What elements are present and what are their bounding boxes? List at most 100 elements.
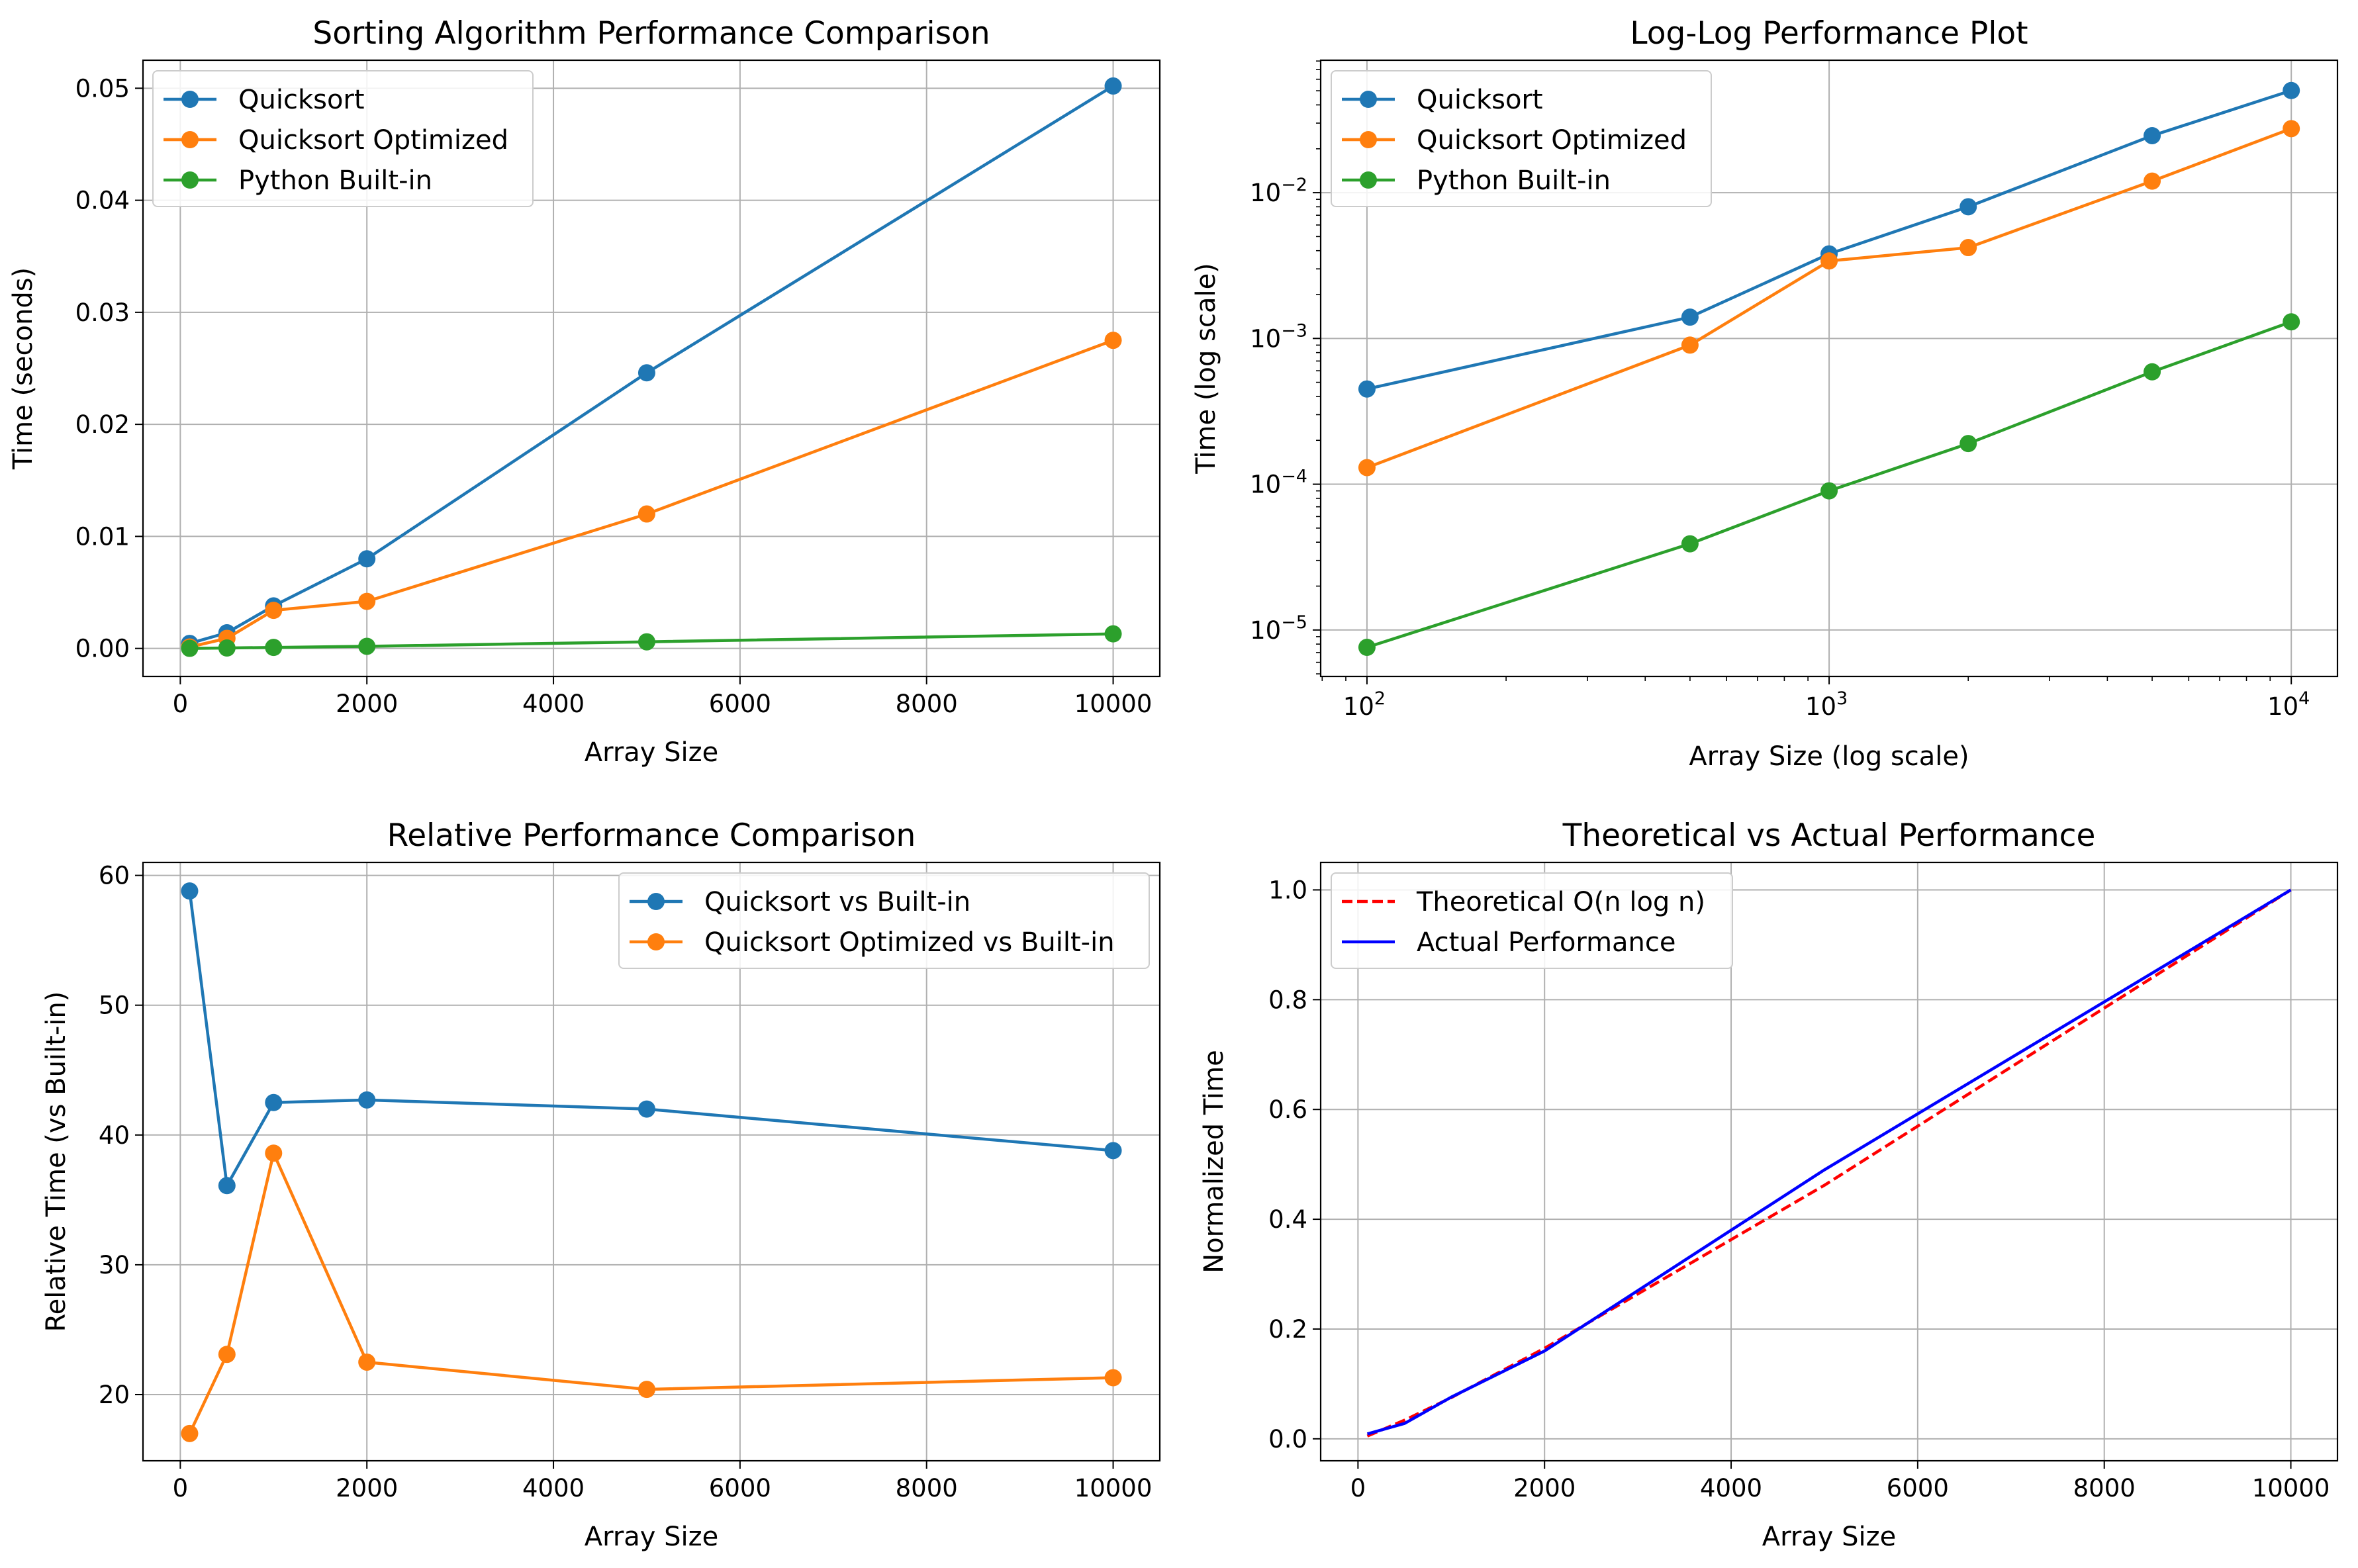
axes-frame bbox=[1319, 59, 2339, 678]
plot-area bbox=[181, 882, 1122, 1442]
x-tick-label: 104 bbox=[2267, 688, 2310, 721]
data-point bbox=[1681, 308, 1699, 326]
x-tick-label: 4000 bbox=[1700, 1474, 1762, 1502]
y-tick-label: 0.0 bbox=[1268, 1425, 1307, 1453]
data-point bbox=[358, 1091, 376, 1109]
data-point bbox=[181, 1424, 199, 1442]
series-line-2 bbox=[188, 1152, 1113, 1434]
data-point bbox=[358, 550, 376, 568]
x-tick-label: 8000 bbox=[2073, 1474, 2136, 1502]
data-point bbox=[1959, 198, 1977, 216]
data-point bbox=[637, 1100, 655, 1118]
y-tick-exponent: −5 bbox=[1281, 612, 1307, 633]
legend-label-2: Quicksort Optimized bbox=[238, 125, 508, 156]
data-point bbox=[1681, 336, 1699, 354]
data-point bbox=[637, 505, 655, 523]
x-tick-exponent: 4 bbox=[2298, 688, 2310, 709]
legend-label-2: Quicksort Optimized bbox=[1417, 125, 1687, 156]
x-tick-label: 0 bbox=[173, 690, 189, 718]
legend-marker-3 bbox=[181, 171, 199, 189]
y-tick-base: 10 bbox=[1250, 471, 1281, 499]
y-tick-label: 1.0 bbox=[1268, 876, 1307, 904]
x-tick-label: 6000 bbox=[709, 690, 771, 718]
x-tick-label: 8000 bbox=[896, 1474, 958, 1502]
y-tick-label: 60 bbox=[99, 862, 130, 890]
data-point bbox=[358, 592, 376, 610]
y-tick-label: 0.4 bbox=[1268, 1205, 1307, 1234]
legend-label-1: Theoretical O(n log n) bbox=[1416, 887, 1705, 917]
legend-label-1: Quicksort bbox=[238, 85, 365, 115]
y-tick-label: 50 bbox=[99, 992, 130, 1020]
y-axis-label: Relative Time (vs Built-in) bbox=[41, 992, 71, 1332]
y-tick-label: 20 bbox=[99, 1381, 130, 1409]
series-line-1 bbox=[188, 890, 1113, 1187]
x-tick-label: 4000 bbox=[522, 1474, 585, 1502]
data-point bbox=[358, 1353, 376, 1371]
axes-frame bbox=[142, 861, 1161, 1462]
y-tick-label: 0.04 bbox=[75, 187, 130, 215]
plot-area bbox=[181, 77, 1122, 657]
axes-frame bbox=[1319, 861, 2339, 1462]
x-tick-label: 2000 bbox=[336, 690, 398, 718]
x-tick-label: 10000 bbox=[2252, 1474, 2330, 1502]
y-tick-label: 0.2 bbox=[1268, 1315, 1307, 1344]
plot-area bbox=[1366, 888, 2292, 1438]
y-tick-label: 0.03 bbox=[75, 299, 130, 327]
legend-label-1: Quicksort vs Built-in bbox=[704, 887, 970, 917]
y-axis-label: Normalized Time bbox=[1199, 1050, 1229, 1273]
data-point bbox=[1358, 380, 1376, 398]
series-line-3 bbox=[1366, 320, 2292, 649]
x-tick-label: 0 bbox=[173, 1474, 189, 1502]
series-line-1 bbox=[1366, 89, 2292, 391]
axes-frame bbox=[142, 59, 1161, 678]
legend-box bbox=[1331, 872, 1733, 969]
y-tick-exponent: −3 bbox=[1281, 320, 1307, 341]
data-point bbox=[1104, 1142, 1122, 1160]
chart-title: Log-Log Performance Plot bbox=[1630, 15, 2028, 52]
y-tick-base: 10 bbox=[1250, 616, 1281, 645]
legend-marker-1 bbox=[647, 893, 665, 910]
y-tick-label: 0.05 bbox=[75, 74, 130, 103]
x-tick-label: 10000 bbox=[1074, 1474, 1153, 1502]
y-tick-exponent: −4 bbox=[1281, 467, 1307, 487]
y-tick-base: 10 bbox=[1250, 324, 1281, 353]
y-axis-label: Time (log scale) bbox=[1191, 263, 1221, 475]
x-axis-label: Array Size bbox=[585, 737, 719, 768]
data-point bbox=[1358, 459, 1376, 477]
plot-area bbox=[1358, 81, 2300, 657]
x-tick-label: 0 bbox=[1350, 1474, 1366, 1502]
y-tick-label: 30 bbox=[99, 1251, 130, 1279]
x-tick-exponent: 2 bbox=[1374, 688, 1386, 709]
chart-title: Sorting Algorithm Performance Comparison bbox=[312, 15, 990, 52]
legend-marker-3 bbox=[1360, 171, 1377, 189]
y-tick-label: 0.01 bbox=[75, 522, 130, 551]
data-point bbox=[265, 602, 283, 620]
data-point bbox=[637, 1381, 655, 1399]
x-tick-base: 10 bbox=[1805, 692, 1836, 721]
data-point bbox=[265, 1093, 283, 1111]
legend-marker-2 bbox=[647, 933, 665, 950]
data-point bbox=[1104, 332, 1122, 349]
series-line-2 bbox=[1366, 127, 2292, 469]
data-point bbox=[1820, 252, 1838, 270]
x-axis-label: Array Size bbox=[585, 1522, 719, 1552]
data-point bbox=[1681, 535, 1699, 553]
data-point bbox=[1820, 482, 1838, 500]
y-tick-base: 10 bbox=[1250, 179, 1281, 207]
legend-box bbox=[152, 70, 534, 207]
data-point bbox=[2144, 172, 2161, 190]
legend-marker-1 bbox=[1360, 91, 1377, 108]
chart-panel-3: 0 2000 4000 6000 8000 10000 20 30 40 50 60 Relative… bbox=[41, 817, 1161, 1552]
data-point bbox=[358, 637, 376, 655]
x-tick-label: 6000 bbox=[709, 1474, 771, 1502]
x-tick-label: 2000 bbox=[1513, 1474, 1576, 1502]
y-tick-label: 0.02 bbox=[75, 410, 130, 439]
legend-marker-1 bbox=[181, 91, 199, 108]
data-point bbox=[265, 1144, 283, 1162]
x-tick-label: 10000 bbox=[1074, 690, 1153, 718]
data-point bbox=[1104, 625, 1122, 643]
